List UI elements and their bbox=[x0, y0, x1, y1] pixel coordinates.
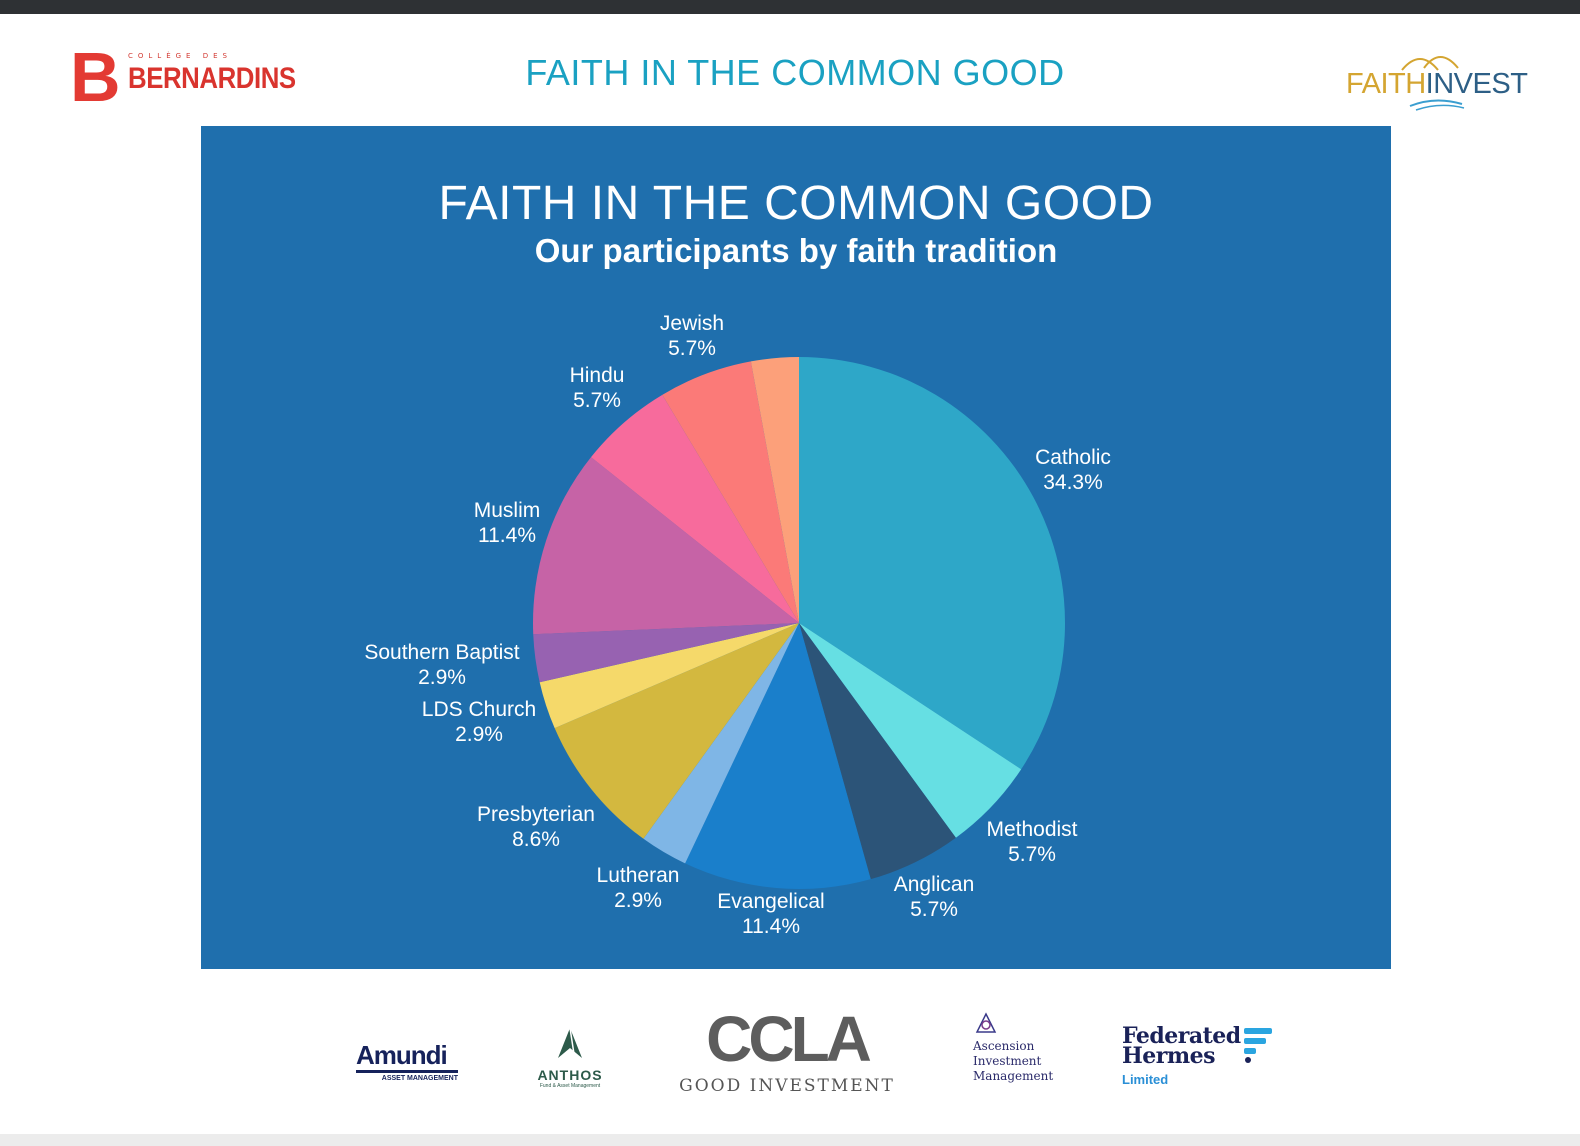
ascension-line3: Management bbox=[973, 1069, 1054, 1083]
slice-label-lds-church: LDS Church bbox=[422, 698, 536, 721]
anthos-mountain-icon bbox=[558, 1027, 582, 1058]
ccla-logo: CCLA GOOD INVESTMENT bbox=[676, 1004, 898, 1096]
ascension-knot-icon bbox=[975, 1012, 997, 1033]
chart-subtitle: Our participants by faith tradition bbox=[534, 232, 1058, 269]
slice-label-evangelical: Evangelical bbox=[717, 890, 824, 913]
slice-label-muslim: Muslim bbox=[474, 499, 541, 522]
federated-line2: Hermes bbox=[1122, 1043, 1216, 1069]
pie-slice-lutheran bbox=[643, 623, 799, 864]
amundi-logo: Amundi ASSET MANAGEMENT bbox=[356, 1040, 458, 1082]
ascension-line2: Investment bbox=[973, 1054, 1042, 1068]
ccla-sub: GOOD INVESTMENT bbox=[679, 1076, 895, 1096]
slice-label-methodist: Methodist bbox=[986, 818, 1077, 841]
logo-right-part2: INVEST bbox=[1425, 68, 1528, 100]
slice-label-southern-baptist: Southern Baptist bbox=[364, 641, 519, 664]
pie-chart: Catholic34.3%Methodist5.7%Anglican5.7%Ev… bbox=[364, 312, 1111, 938]
faithinvest-arches-icon bbox=[1401, 56, 1465, 111]
anthos-logo: ANTHOS Fund & Asset Management bbox=[530, 1026, 610, 1089]
pie-slice-evangelical bbox=[685, 623, 871, 889]
page-title: FAITH IN THE COMMON GOOD bbox=[525, 52, 1065, 93]
federated-sub: Limited bbox=[1122, 1072, 1169, 1087]
ascension-logo: Ascension Investment Management bbox=[973, 1012, 1073, 1084]
slice-value-presbyterian: 8.6% bbox=[512, 828, 560, 851]
slice-label-catholic: Catholic bbox=[1035, 446, 1111, 469]
pie-slice-catholic bbox=[799, 357, 1065, 770]
logo-right-wordmark: FAITHINVEST bbox=[1346, 68, 1528, 101]
federated-line1: Federated bbox=[1122, 1023, 1241, 1049]
window-bottom-bar bbox=[0, 1134, 1580, 1146]
pie-slice-muslim bbox=[533, 457, 799, 635]
amundi-name: Amundi bbox=[356, 1040, 448, 1070]
pie-slice-presbyterian bbox=[554, 623, 799, 839]
anthos-name: ANTHOS bbox=[537, 1067, 603, 1083]
chart-title: FAITH IN THE COMMON GOOD bbox=[438, 177, 1154, 230]
slice-value-southern-baptist: 2.9% bbox=[418, 666, 466, 689]
slice-value-hindu: 5.7% bbox=[573, 389, 621, 412]
amundi-sub: ASSET MANAGEMENT bbox=[381, 1075, 458, 1082]
slice-label-lutheran: Lutheran bbox=[597, 864, 680, 887]
faithinvest-logo: FAITHINVEST bbox=[1340, 44, 1530, 114]
logo-left-big-text: BERNARDINS bbox=[128, 62, 296, 95]
slice-label-presbyterian: Presbyterian bbox=[477, 803, 595, 826]
slice-value-methodist: 5.7% bbox=[1008, 843, 1056, 866]
ccla-name: CCLA bbox=[706, 1003, 872, 1075]
slice-value-muslim: 11.4% bbox=[478, 524, 536, 547]
bernardins-b-mark: B bbox=[70, 38, 122, 116]
slice-label-anglican: Anglican bbox=[894, 873, 975, 896]
ascension-line1: Ascension bbox=[973, 1039, 1035, 1053]
slice-value-catholic: 34.3% bbox=[1043, 471, 1103, 494]
amundi-rule bbox=[356, 1070, 458, 1073]
college-des-bernardins-logo: B COLLÈGE DES BERNARDINS bbox=[70, 38, 296, 116]
anthos-sub: Fund & Asset Management bbox=[539, 1083, 601, 1089]
logo-left-small-text: COLLÈGE DES bbox=[128, 52, 232, 60]
pie-slice-unlabeled bbox=[750, 357, 799, 623]
slice-value-evangelical: 11.4% bbox=[742, 915, 800, 938]
pie-slice-anglican bbox=[799, 623, 956, 880]
slice-label-jewish: Jewish bbox=[660, 312, 724, 335]
window-top-bar bbox=[0, 0, 1580, 14]
slice-value-lds-church: 2.9% bbox=[455, 723, 503, 746]
pie-slice-hindu bbox=[591, 394, 799, 623]
slice-value-anglican: 5.7% bbox=[910, 898, 958, 921]
slice-value-jewish: 5.7% bbox=[668, 337, 716, 360]
slice-label-hindu: Hindu bbox=[570, 364, 625, 387]
pie-slice-southern-baptist bbox=[533, 623, 799, 683]
pie-slice-lds-church bbox=[539, 623, 799, 729]
federated-hermes-logo: Federated Hermes Limited bbox=[1122, 1023, 1282, 1087]
federated-f-icon bbox=[1244, 1028, 1272, 1063]
logo-right-part1: FAITH bbox=[1346, 68, 1426, 100]
slice-value-lutheran: 2.9% bbox=[614, 889, 662, 912]
pie-slice-jewish bbox=[662, 361, 799, 623]
pie-slice-methodist bbox=[799, 623, 1022, 838]
